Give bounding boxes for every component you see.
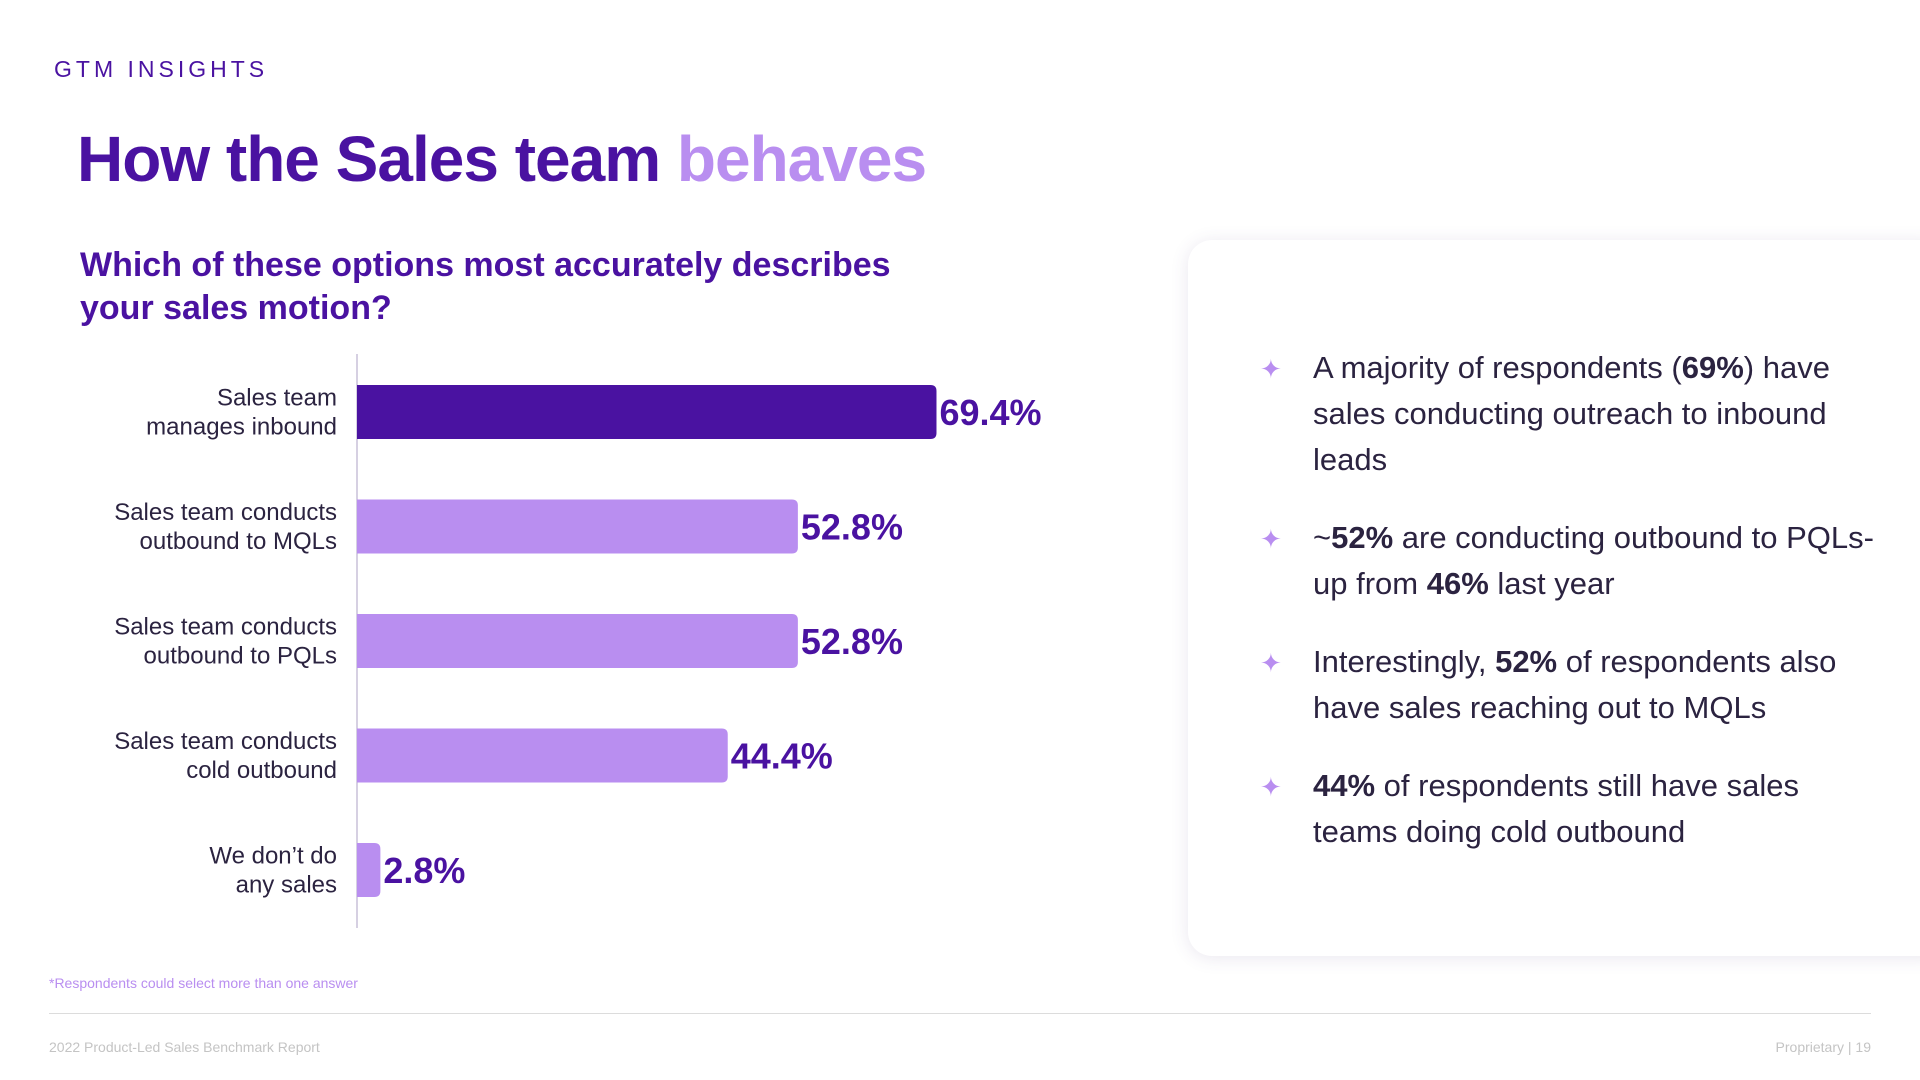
bar-value-label: 44.4%: [731, 736, 833, 777]
section-eyebrow: GTM INSIGHTS: [54, 56, 269, 82]
sparkle-icon: ✦: [1260, 524, 1282, 554]
insight-stat: 44%: [1313, 768, 1376, 803]
insight-item: ✦ 44% of respondents still have sales tea…: [1260, 763, 1880, 855]
insight-text: ~: [1313, 520, 1332, 555]
insight-stat: 52%: [1495, 644, 1558, 679]
category-label: cold outbound: [186, 757, 337, 784]
page-title: How the Sales team behaves: [77, 122, 927, 196]
insights-list: ✦ A majority of respondents (69%) have sa…: [1260, 345, 1880, 887]
bar-chart: 69.4% Sales team manages inbound 52.8% Sales…: [0, 350, 1100, 935]
insight-stat: 46%: [1426, 566, 1489, 601]
survey-question: Which of these options most accurately d…: [80, 246, 891, 327]
bar: [357, 728, 728, 783]
page-title-accent: behaves: [676, 123, 927, 195]
page-title-main: How the Sales team: [77, 123, 677, 195]
insight-item: ✦ ~52% are conducting outbound to PQLs- u…: [1260, 515, 1880, 607]
insight-text: of respondents also have sales reaching …: [1313, 644, 1837, 725]
sparkle-icon: ✦: [1260, 354, 1282, 384]
insight-text: of respondents still have sales teams do…: [1313, 768, 1799, 849]
bar-value-label: 52.8%: [801, 507, 903, 548]
insight-text: Interestingly,: [1313, 644, 1496, 679]
sparkle-icon: ✦: [1260, 648, 1282, 678]
bar-value-label: 2.8%: [383, 850, 465, 891]
category-label: any sales: [236, 872, 337, 899]
footer-divider: [49, 1013, 1871, 1014]
insight-text: ) have sales conducting outreach to inbo…: [1313, 350, 1830, 477]
footer-page-number: Proprietary | 19: [1775, 1039, 1871, 1055]
category-label: We don’t do: [209, 843, 337, 870]
category-label: Sales team: [217, 385, 337, 412]
category-label: Sales team conducts: [114, 499, 337, 526]
insight-text: are conducting outbound to PQLs- up from: [1313, 520, 1874, 601]
insight-stat: 52%: [1331, 520, 1394, 555]
insight-item: ✦ Interestingly, 52% of respondents also …: [1260, 639, 1880, 731]
sparkle-icon: ✦: [1260, 772, 1282, 802]
footer-report-name: 2022 Product-Led Sales Benchmark Report: [49, 1039, 320, 1055]
category-label: outbound to MQLs: [140, 528, 337, 555]
bar: [357, 499, 798, 554]
category-label: Sales team conducts: [114, 614, 337, 641]
insight-item: ✦ A majority of respondents (69%) have sa…: [1260, 345, 1880, 483]
insight-text: A majority of respondents (: [1313, 350, 1682, 385]
insights-card: [1188, 240, 1920, 956]
footnote: *Respondents could select more than one …: [49, 975, 358, 991]
bar-value-label: 52.8%: [801, 621, 903, 662]
bar: [357, 385, 937, 439]
category-label: Sales team conducts: [114, 728, 337, 755]
insight-text: last year: [1488, 566, 1615, 601]
bar: [357, 843, 381, 897]
bar: [357, 614, 798, 668]
bar-value-label: 69.4%: [939, 392, 1041, 433]
insight-stat: 69%: [1681, 350, 1744, 385]
category-label: outbound to PQLs: [144, 643, 337, 670]
category-label: manages inbound: [146, 414, 337, 441]
